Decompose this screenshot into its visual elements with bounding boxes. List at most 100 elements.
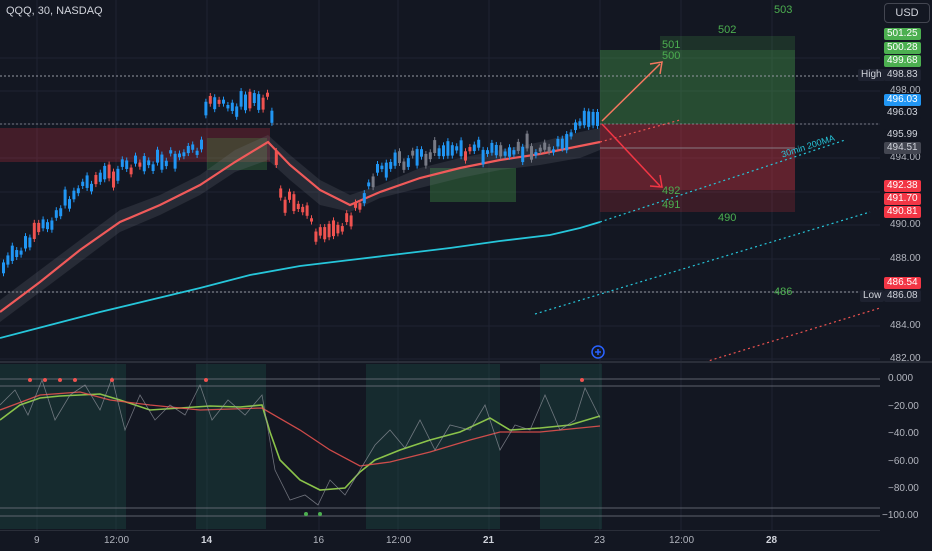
symbol-title[interactable]: QQQ, 30, NASDAQ [6,5,103,17]
level-503-label: 503 [774,4,793,16]
candle [90,183,93,192]
candle [384,162,388,178]
candle [494,144,498,156]
candle [415,149,419,166]
candle [283,199,287,213]
price-tag: 500.28 [884,42,921,54]
candle [222,99,225,104]
price-tick: 490.00 [890,219,921,230]
candle [428,152,432,160]
currency-button[interactable]: USD [884,3,930,23]
candle [358,203,362,210]
candle [587,111,591,127]
candle [530,146,533,160]
osc-tick: −60.00 [888,456,919,467]
price-tick: 482.00 [890,353,921,364]
candle [266,92,269,97]
candle [305,205,309,216]
candle [345,213,349,223]
candle [235,106,239,117]
candle [28,237,32,248]
candle [380,165,384,170]
candle [398,151,401,164]
candle [76,188,80,194]
level-491-label: 491 [662,199,681,211]
candle [472,144,476,152]
time-tick: 14 [201,535,213,546]
candle [261,97,265,110]
level-500-label: 500 [662,50,681,62]
candle [468,147,472,152]
candle [85,175,89,188]
candle [459,140,463,157]
candle [433,140,437,154]
candle [186,145,190,154]
candle [59,208,63,217]
candle [292,194,296,212]
oscillator-axis[interactable]: 0.000 −20.00 −40.00 −60.00 −80.00 −100.0… [880,364,932,530]
candle [46,222,49,230]
candle [217,99,221,104]
candle [134,155,137,164]
price-axis[interactable]: 498.00 494.00 490.00 488.00 484.00 482.0… [880,0,932,364]
price-tag: 499.68 [884,55,921,67]
candle [147,160,151,166]
candle [534,152,538,156]
time-tick: 21 [483,535,495,546]
price-tick: 484.00 [890,320,921,331]
candle [538,147,542,152]
level-492-label: 492 [662,185,681,197]
candle [279,188,283,198]
time-tick: 28 [766,535,778,546]
candle [393,152,397,166]
candle [596,111,599,126]
candle [178,153,181,158]
candle [578,121,582,126]
candle [310,218,313,222]
candle [525,133,529,149]
candle [376,164,379,173]
candle [437,148,441,156]
candle [354,202,357,208]
high-price-tag: 498.83 [884,69,921,81]
plus-circle-icon[interactable] [591,345,605,359]
candle [68,199,71,209]
price-tag: 486.54 [884,277,921,289]
candle [389,161,393,169]
candle [2,262,5,274]
candle [41,219,45,229]
candle [248,91,252,109]
price-tick: 498.00 [890,85,921,96]
candle [226,104,230,109]
candle [477,139,481,148]
high-label: High [858,69,885,81]
candle [464,151,467,161]
candle [103,165,107,180]
price-tick: 488.00 [890,253,921,264]
candle [244,94,247,111]
candle [239,91,243,107]
osc-tick: −100.00 [882,510,919,521]
price-tag: 496.03 [884,107,921,119]
candle [503,151,507,156]
candle [521,146,525,163]
price-tag: 501.25 [884,28,921,40]
candle [98,172,102,182]
candle [543,142,547,150]
candle [556,138,560,147]
candle [327,223,331,238]
candle [318,227,322,236]
price-tag: 495.99 [884,129,921,141]
time-axis[interactable]: 9 12:00 14 16 12:00 21 23 12:00 28 [0,530,880,551]
candle [15,250,19,258]
candle [508,147,511,157]
low-price-tag: 486.08 [884,290,921,302]
candle [569,132,573,137]
candle [54,210,58,218]
time-tick: 16 [313,535,325,546]
time-tick: 23 [594,535,606,546]
candle [213,97,217,110]
price-tag: 494.51 [884,142,921,154]
candle [63,189,67,206]
